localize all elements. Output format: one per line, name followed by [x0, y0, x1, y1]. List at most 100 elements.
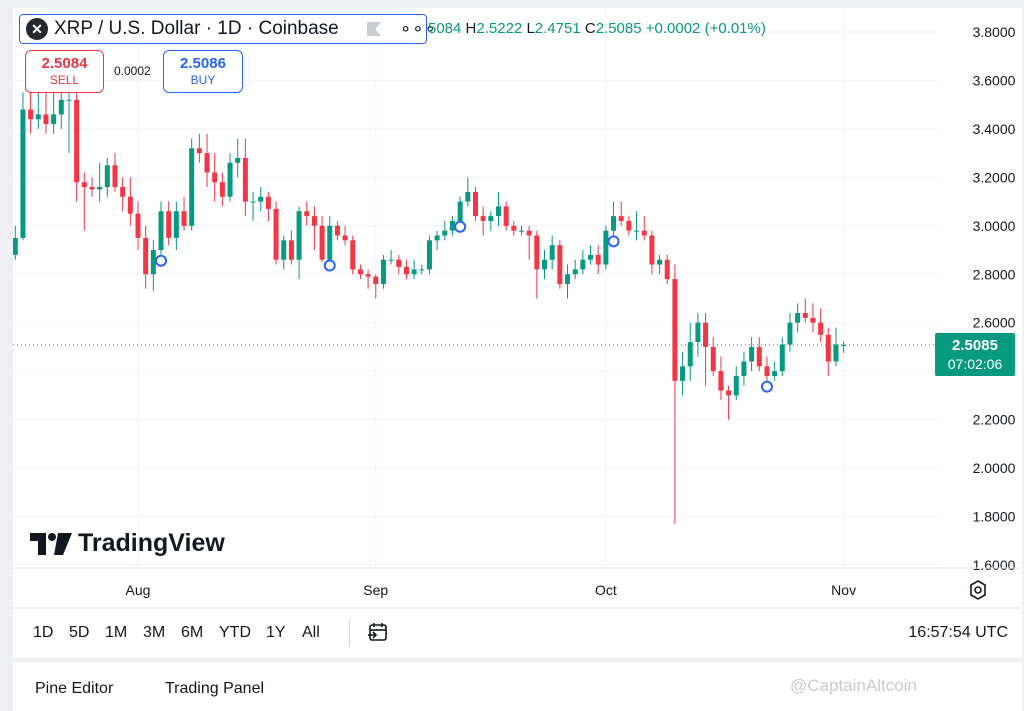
- more-options-icon[interactable]: ∘∘∘: [400, 18, 437, 38]
- timeframe-1d[interactable]: 1D: [33, 624, 54, 641]
- y-tick-label: 3.6000: [973, 72, 1016, 88]
- candle-body: [373, 276, 379, 284]
- utc-clock[interactable]: 16:57:54 UTC: [908, 624, 1008, 641]
- candle-body: [588, 254, 594, 260]
- candle-body: [664, 259, 670, 280]
- candle-body: [480, 216, 486, 221]
- candle-body: [135, 213, 141, 238]
- candle-body: [319, 225, 325, 260]
- event-marker: [454, 220, 467, 233]
- candle-body: [204, 153, 210, 173]
- buy-button[interactable]: 2.5086 BUY: [163, 50, 243, 93]
- candle-body: [841, 344, 847, 346]
- timeframe-ytd[interactable]: YTD: [219, 624, 251, 641]
- candle-body: [718, 371, 724, 391]
- candle-body: [472, 191, 478, 217]
- candle-body: [13, 237, 18, 255]
- y-tick-label: 3.4000: [973, 121, 1016, 137]
- candle-body: [235, 157, 241, 163]
- candle-body: [311, 216, 317, 226]
- candle-body: [74, 99, 80, 183]
- candle-body: [772, 371, 778, 376]
- candle-body: [250, 201, 256, 203]
- candle-body: [833, 344, 839, 362]
- candle-body: [572, 269, 578, 275]
- candle-body: [511, 225, 517, 231]
- candle-body: [580, 259, 586, 270]
- candle-body: [166, 211, 172, 238]
- candle-body: [426, 240, 432, 270]
- timeframe-1y[interactable]: 1Y: [266, 624, 286, 641]
- candle-body: [158, 211, 164, 251]
- calendar-range-icon[interactable]: [367, 621, 389, 643]
- candle-body: [680, 366, 686, 381]
- tab-pine-editor[interactable]: Pine Editor: [35, 680, 114, 697]
- candle-body: [495, 206, 501, 217]
- candle-body: [595, 254, 601, 265]
- candle-body: [396, 259, 402, 267]
- candle-body: [273, 208, 279, 260]
- candle-body: [196, 148, 202, 154]
- y-tick-label: 1.8000: [973, 509, 1016, 525]
- timeframe-5d[interactable]: 5D: [69, 624, 90, 641]
- tradingview-logo[interactable]: TradingView: [30, 529, 225, 558]
- candle-body: [534, 235, 540, 270]
- buy-label: BUY: [190, 73, 216, 87]
- y-tick-label: 2.0000: [973, 460, 1016, 476]
- candle-body: [703, 322, 709, 347]
- flag-icon[interactable]: [367, 22, 381, 36]
- candle-body: [802, 313, 808, 318]
- x-tick-label: Aug: [126, 582, 151, 598]
- candle-body: [672, 279, 678, 381]
- change-value: +0.0002 (+0.01%): [645, 20, 766, 37]
- candle-body: [411, 269, 417, 275]
- candle-body: [265, 196, 271, 209]
- event-marker: [607, 235, 620, 248]
- candle-body: [695, 322, 701, 343]
- event-marker: [155, 254, 168, 267]
- candle-body: [434, 235, 440, 241]
- timeframe-3m[interactable]: 3M: [143, 624, 166, 641]
- candle-body: [657, 259, 663, 265]
- tab-trading-panel[interactable]: Trading Panel: [165, 680, 265, 697]
- candle-body: [43, 114, 49, 125]
- candle-body: [342, 235, 348, 241]
- buy-price: 2.5086: [180, 55, 226, 72]
- candle-body: [741, 361, 747, 376]
- price-chart[interactable]: 3.8000 3.6000 3.4000 3.2000 3.0000 2.8000 2.60…: [13, 8, 1022, 658]
- candle-body: [258, 196, 264, 202]
- candle-body: [756, 346, 762, 367]
- candle-body: [388, 259, 394, 261]
- symbol-header[interactable]: ✕ XRP / U.S. Dollar · 1D · Coinbase ∘∘∘: [19, 14, 436, 44]
- sell-label: SELL: [49, 73, 80, 87]
- candle-body: [120, 187, 126, 197]
- candle-body: [710, 346, 716, 372]
- candle-body: [66, 99, 72, 101]
- settings-icon[interactable]: [968, 580, 988, 600]
- timeframe-6m[interactable]: 6M: [181, 624, 204, 641]
- timeframe-1m[interactable]: 1M: [105, 624, 128, 641]
- candle-body: [503, 206, 509, 226]
- toolbar-divider: [349, 620, 350, 646]
- timeframe-all[interactable]: All: [302, 624, 320, 641]
- sell-price: 2.5084: [41, 55, 88, 72]
- candle-body: [350, 240, 356, 270]
- candle-body: [281, 240, 287, 260]
- xrp-logo-icon: ✕: [26, 18, 48, 40]
- candle-body: [519, 230, 524, 232]
- candle-body: [542, 259, 548, 270]
- candle-body: [787, 322, 793, 345]
- candle-body: [327, 225, 333, 260]
- candle-body: [143, 237, 149, 275]
- candle-body: [465, 191, 471, 202]
- candle-body: [380, 259, 386, 284]
- candle-body: [112, 165, 118, 188]
- candle-body: [687, 342, 693, 367]
- bar-countdown: 07:02:06: [947, 356, 1003, 372]
- spread-value: 0.0002: [114, 64, 151, 78]
- x-tick-label: Sep: [363, 582, 388, 598]
- sell-button[interactable]: 2.5084 SELL: [25, 50, 104, 93]
- candle-body: [764, 366, 770, 376]
- candle-body: [242, 157, 248, 202]
- candle-body: [795, 313, 801, 323]
